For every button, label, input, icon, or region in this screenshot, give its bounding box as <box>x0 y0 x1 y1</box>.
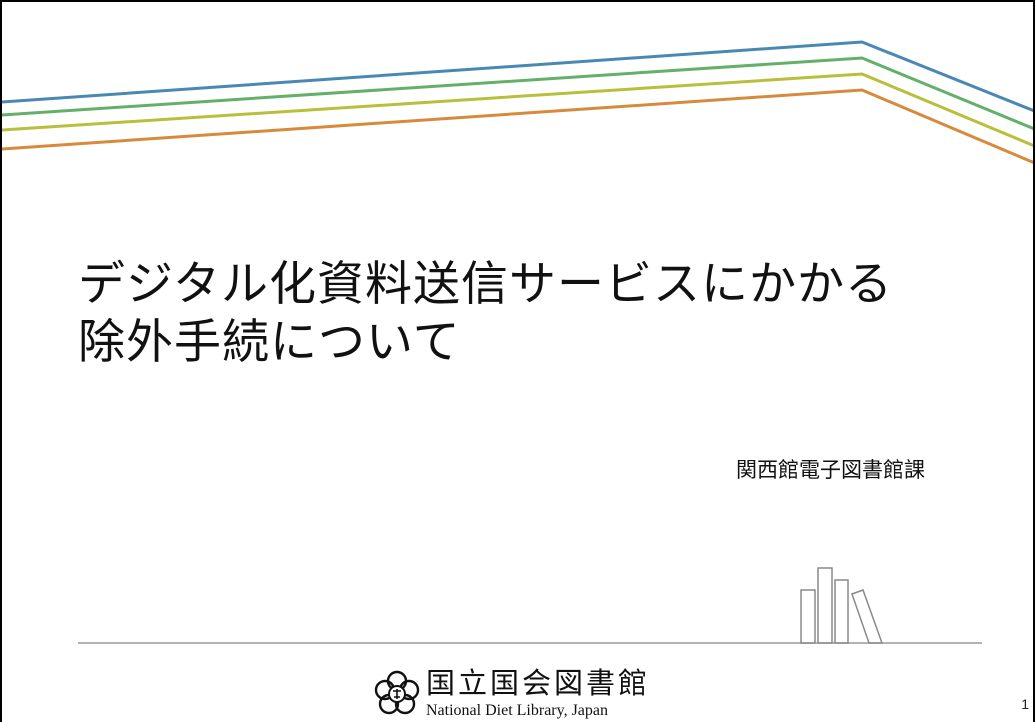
baseline-with-books <box>78 567 982 644</box>
logo-name-english: National Diet Library, Japan <box>426 702 609 719</box>
department-name: 関西館電子図書館課 <box>736 458 925 482</box>
stripe-orange <box>2 88 1033 164</box>
stripe-yellow <box>2 72 1033 147</box>
logo-name-japanese: 国立国会図書館 <box>426 666 651 700</box>
stripe-blue <box>2 40 1033 113</box>
page-number: 1 <box>1021 696 1029 712</box>
title-line-1: デジタル化資料送信サービスにかかる <box>78 257 894 312</box>
ndl-emblem-icon <box>374 670 420 715</box>
slide-title: デジタル化資料送信サービスにかかる 除外手続について <box>78 256 893 372</box>
ndl-logo: 国立国会図書館 National Diet Library, Japan <box>372 666 692 722</box>
title-line-2: 除外手続について <box>78 315 461 370</box>
stripe-green <box>2 56 1033 130</box>
books-outline-icon <box>800 567 884 644</box>
header-color-stripes <box>2 40 1033 164</box>
